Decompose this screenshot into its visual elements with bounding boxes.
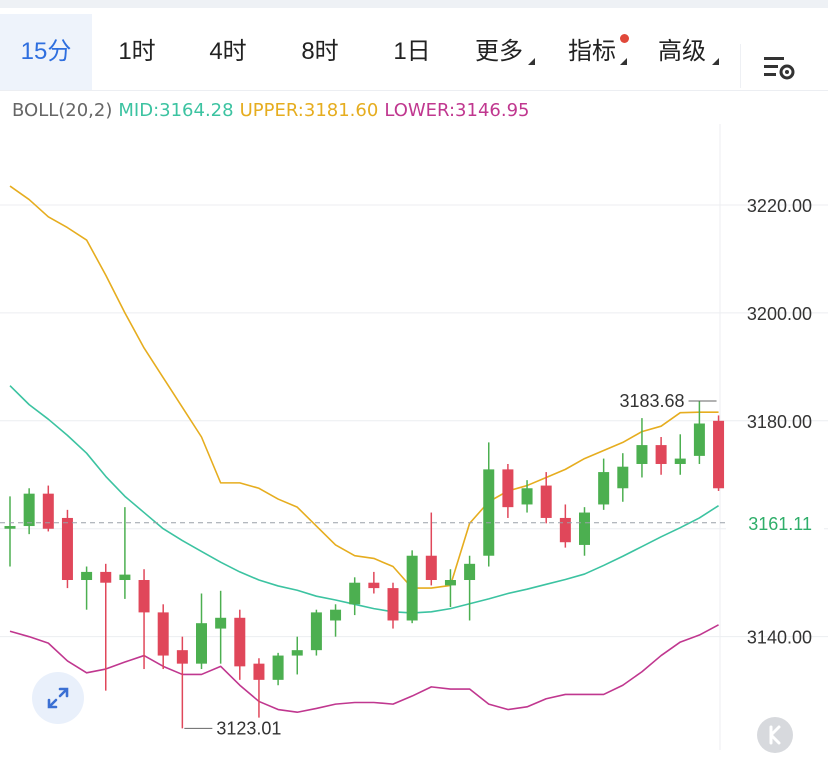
candle-body <box>406 555 418 621</box>
candle-body <box>636 445 648 464</box>
boll-legend: BOLL(20,2) MID:3164.28 UPPER:3181.60 LOWER:… <box>12 100 536 121</box>
candle-body <box>387 588 399 621</box>
candle-body <box>330 609 342 621</box>
tab-15m[interactable]: 15分 <box>0 14 92 90</box>
candle-body <box>272 655 284 680</box>
candle-body <box>464 563 476 581</box>
boll-mid-line <box>9 385 719 614</box>
candle-body <box>713 420 725 489</box>
candle-body <box>540 485 552 518</box>
candle-body <box>598 472 610 505</box>
tab-indicators[interactable]: 指标 <box>568 38 616 65</box>
last-price-label: 3161.11 <box>748 514 812 534</box>
tab-more[interactable]: 更多 <box>475 38 523 65</box>
candle-body <box>617 466 629 489</box>
candle-body <box>157 612 169 656</box>
candle-body <box>138 580 150 613</box>
candle-body <box>23 493 35 527</box>
y-tick-label: 3220.00 <box>747 196 812 216</box>
candle-body <box>61 517 73 581</box>
y-tick-label: 3200.00 <box>747 304 812 324</box>
k-logo-icon[interactable] <box>757 717 793 753</box>
tab-divider <box>740 44 741 88</box>
tab-1d[interactable]: 1日 <box>393 38 431 65</box>
candle-body <box>674 458 686 464</box>
candle-body <box>655 445 667 464</box>
last-price-box <box>726 507 824 538</box>
candle-body <box>196 623 207 664</box>
candle-body <box>368 582 380 589</box>
tab-8h[interactable]: 8时 <box>301 38 339 65</box>
expand-arrows-icon[interactable] <box>32 672 84 724</box>
candle-body <box>349 582 361 605</box>
top-strip <box>0 0 828 8</box>
y-tick-label: 3140.00 <box>747 628 812 648</box>
list-settings-icon[interactable] <box>762 52 798 82</box>
candle-body <box>483 469 495 556</box>
max-price-label: 3183.68 <box>619 391 684 411</box>
candle-body <box>502 469 514 508</box>
candle-body <box>100 571 112 583</box>
candle-body <box>234 617 246 667</box>
candle-body <box>444 580 456 586</box>
boll-name: BOLL(20,2) <box>12 100 113 121</box>
boll-lower-line <box>9 624 719 714</box>
tab-1h[interactable]: 1时 <box>118 38 156 65</box>
advanced-caret-icon <box>712 58 719 65</box>
candle-body <box>42 493 54 529</box>
candle-body <box>693 423 705 456</box>
boll-lower: LOWER:3146.95 <box>384 100 530 121</box>
candle-body <box>4 526 16 529</box>
candle-body <box>579 512 590 545</box>
candle-body <box>559 517 571 543</box>
boll-upper-line <box>9 185 719 589</box>
boll-upper: UPPER:3181.60 <box>239 100 379 121</box>
candle-body <box>215 617 227 629</box>
notification-dot-icon <box>620 34 629 43</box>
candle-body <box>521 488 533 505</box>
candle-body <box>310 612 322 651</box>
tab-4h[interactable]: 4时 <box>209 38 247 65</box>
min-price-label: 3123.01 <box>216 718 281 738</box>
y-tick-label: 3180.00 <box>747 412 812 432</box>
candle-body <box>81 571 93 581</box>
candle-body <box>119 574 131 581</box>
timeframe-tabs: 15分 1时 4时 8时 1日 更多 指标 高级 <box>0 14 828 91</box>
tab-advanced[interactable]: 高级 <box>658 38 706 65</box>
boll-mid: MID:3164.28 <box>118 100 234 121</box>
candle-body <box>176 650 188 664</box>
candle-body <box>291 650 303 656</box>
more-caret-icon <box>528 58 535 65</box>
candle-body <box>253 663 265 680</box>
candle-body <box>425 555 437 581</box>
indicators-caret-icon <box>620 58 627 65</box>
